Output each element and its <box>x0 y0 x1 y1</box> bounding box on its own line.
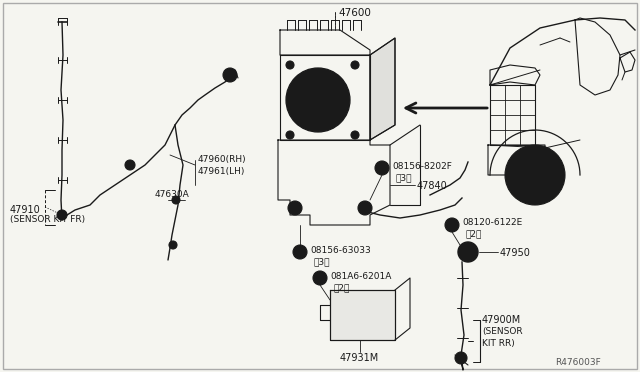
Text: B: B <box>449 222 454 228</box>
Text: 〈2〉: 〈2〉 <box>334 283 350 292</box>
Circle shape <box>362 205 368 211</box>
Circle shape <box>288 201 302 215</box>
Text: B: B <box>317 275 323 281</box>
Text: 47950: 47950 <box>500 248 531 258</box>
Text: 47931M: 47931M <box>340 353 380 363</box>
Circle shape <box>358 201 372 215</box>
Polygon shape <box>370 38 395 140</box>
Polygon shape <box>330 290 395 340</box>
Circle shape <box>57 210 67 220</box>
Text: 08120-6122E: 08120-6122E <box>462 218 522 227</box>
Text: 081A6-6201A: 081A6-6201A <box>330 272 392 281</box>
Text: 08156-8202F: 08156-8202F <box>392 162 452 171</box>
Text: (SENSOR KIT FR): (SENSOR KIT FR) <box>10 215 85 224</box>
Text: 47960(RH): 47960(RH) <box>198 155 246 164</box>
Circle shape <box>310 92 326 108</box>
Text: 47900M: 47900M <box>482 315 521 325</box>
Text: 〈3〉: 〈3〉 <box>314 257 330 266</box>
Text: KIT RR): KIT RR) <box>482 339 515 348</box>
Circle shape <box>313 271 327 285</box>
Circle shape <box>286 68 350 132</box>
Circle shape <box>286 61 294 69</box>
Text: 47840: 47840 <box>417 181 448 191</box>
Text: 08156-63033: 08156-63033 <box>310 246 371 255</box>
Circle shape <box>172 196 180 204</box>
Text: 47961(LH): 47961(LH) <box>198 167 245 176</box>
Circle shape <box>125 160 135 170</box>
Circle shape <box>351 61 359 69</box>
Text: 47630A: 47630A <box>155 190 189 199</box>
Text: 〈3〉: 〈3〉 <box>396 173 413 182</box>
Text: B: B <box>380 165 385 171</box>
Text: 〈2〉: 〈2〉 <box>466 229 483 238</box>
Circle shape <box>505 145 565 205</box>
Circle shape <box>298 80 338 120</box>
Circle shape <box>458 242 478 262</box>
Circle shape <box>286 131 294 139</box>
Circle shape <box>293 245 307 259</box>
Circle shape <box>520 160 550 190</box>
Circle shape <box>169 241 177 249</box>
Text: R476003F: R476003F <box>555 358 601 367</box>
Circle shape <box>455 352 467 364</box>
Circle shape <box>351 131 359 139</box>
Circle shape <box>375 161 389 175</box>
Circle shape <box>223 68 237 82</box>
Text: (SENSOR: (SENSOR <box>482 327 523 336</box>
Text: 47910: 47910 <box>10 205 41 215</box>
Circle shape <box>463 247 473 257</box>
Circle shape <box>292 205 298 211</box>
Text: 47600: 47600 <box>338 8 371 18</box>
Text: B: B <box>298 249 303 255</box>
Circle shape <box>445 218 459 232</box>
